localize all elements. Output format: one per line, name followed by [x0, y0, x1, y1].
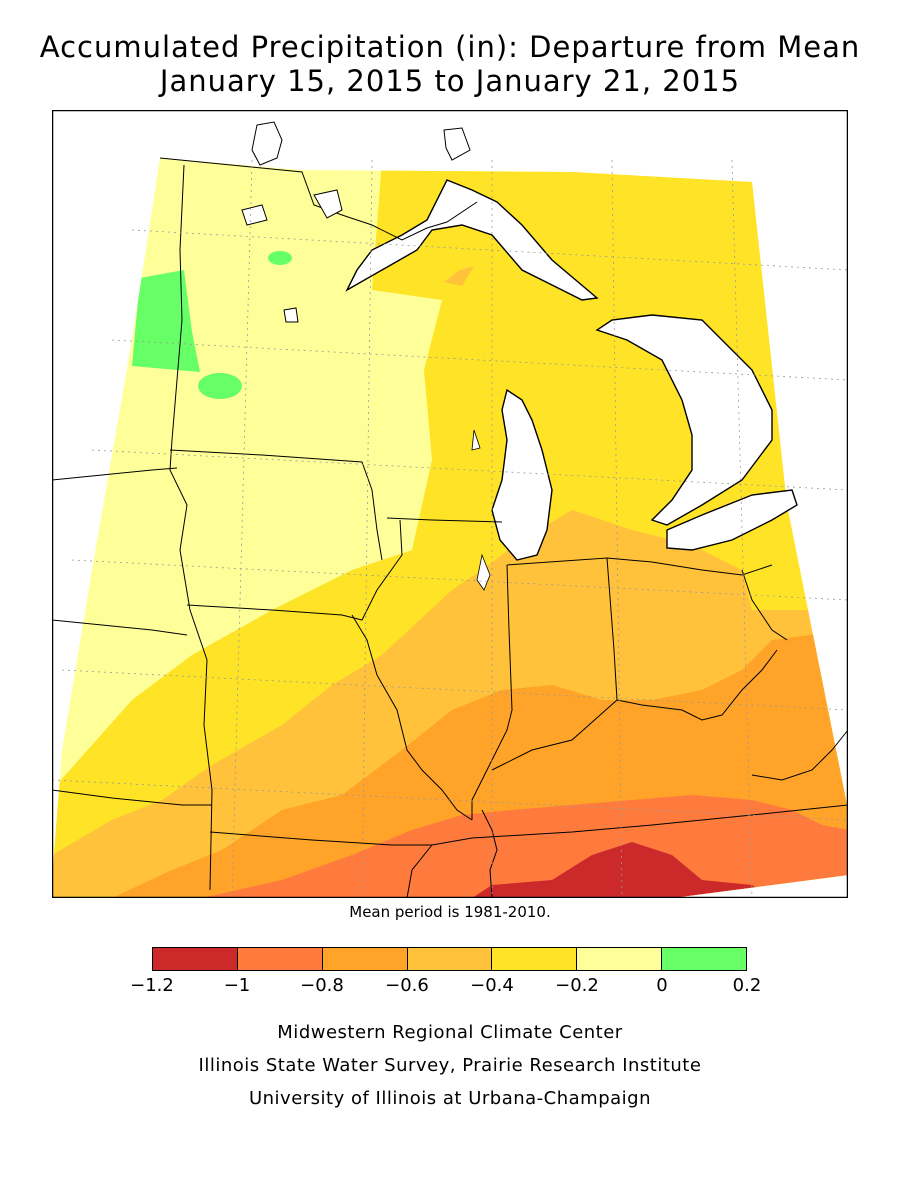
map-title: Accumulated Precipitation (in): Departur…: [39, 30, 861, 64]
credit-line-3: University of Illinois at Urbana-Champai…: [248, 1088, 652, 1109]
legend-swatch: [407, 948, 493, 970]
credit-line-1: Midwestern Regional Climate Center: [277, 1022, 623, 1043]
legend-swatch: [153, 948, 238, 970]
legend-swatch: [662, 948, 747, 970]
legend-colorbar: [152, 947, 747, 971]
legend-swatch: [237, 948, 323, 970]
legend-tick-label: −0.6: [385, 975, 429, 996]
map-date-range: January 15, 2015 to January 21, 2015: [159, 64, 741, 98]
legend-tick-label: 0.2: [732, 975, 762, 996]
legend-tick-labels: −1.2 −1 −0.8 −0.6 −0.4 −0.2 0 0.2: [0, 975, 900, 999]
legend-tick-label: −0.2: [555, 975, 599, 996]
northern-coast: [241, 121, 471, 323]
legend-tick-label: −1: [223, 975, 251, 996]
state-boundaries: [52, 157, 848, 898]
mean-period-note: Mean period is 1981-2010.: [349, 903, 551, 921]
great-lakes: [345, 179, 798, 591]
credit-line-2: Illinois State Water Survey, Prairie Res…: [198, 1055, 702, 1076]
legend-tick-label: −0.4: [470, 975, 514, 996]
graticule: [52, 159, 848, 898]
legend-tick-label: −0.8: [300, 975, 344, 996]
precipitation-map: [52, 110, 848, 898]
legend-tick-label: −1.2: [130, 975, 174, 996]
map-border: [52, 110, 848, 898]
legend-tick-label: 0: [656, 975, 668, 996]
legend-swatch: [492, 948, 578, 970]
legend-swatch: [577, 948, 663, 970]
legend-swatch: [322, 948, 408, 970]
